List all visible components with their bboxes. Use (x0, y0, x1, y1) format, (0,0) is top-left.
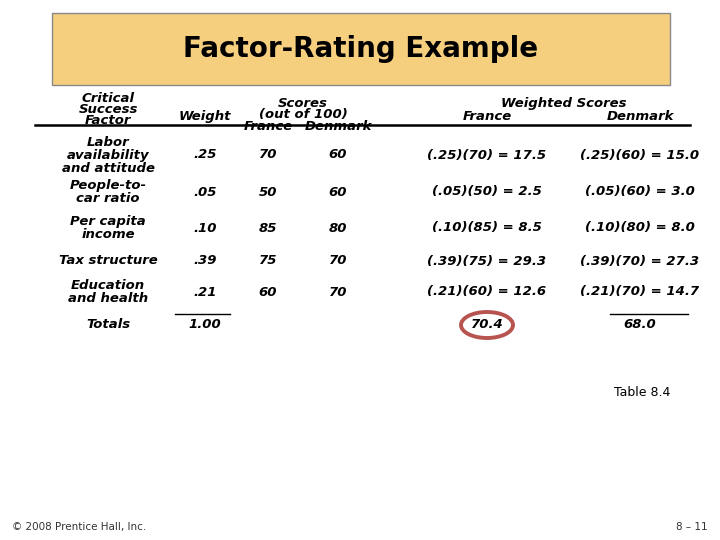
Text: .25: .25 (193, 148, 217, 161)
Text: .21: .21 (193, 286, 217, 299)
Text: (.05)(60) = 3.0: (.05)(60) = 3.0 (585, 186, 695, 199)
Text: Weight: Weight (179, 110, 231, 123)
Text: Scores: Scores (278, 97, 328, 110)
Text: Table 8.4: Table 8.4 (613, 386, 670, 399)
Text: Factor: Factor (85, 114, 131, 127)
Text: 80: 80 (329, 221, 347, 234)
Text: and attitude: and attitude (61, 161, 155, 174)
Text: 60: 60 (329, 148, 347, 161)
Text: © 2008 Prentice Hall, Inc.: © 2008 Prentice Hall, Inc. (12, 522, 146, 532)
Text: 70: 70 (258, 148, 277, 161)
Text: 75: 75 (258, 254, 277, 267)
Text: 50: 50 (258, 186, 277, 199)
Text: (.10)(80) = 8.0: (.10)(80) = 8.0 (585, 221, 695, 234)
Text: (.39)(75) = 29.3: (.39)(75) = 29.3 (428, 254, 546, 267)
Text: (.25)(70) = 17.5: (.25)(70) = 17.5 (428, 148, 546, 161)
Text: 70: 70 (329, 254, 347, 267)
Text: (.21)(60) = 12.6: (.21)(60) = 12.6 (428, 286, 546, 299)
Text: Education: Education (71, 279, 145, 292)
Text: Per capita: Per capita (70, 215, 146, 228)
Text: 60: 60 (329, 186, 347, 199)
Text: income: income (81, 228, 135, 241)
Text: Tax structure: Tax structure (58, 254, 158, 267)
Text: (.39)(70) = 27.3: (.39)(70) = 27.3 (580, 254, 700, 267)
Text: 70.4: 70.4 (471, 319, 503, 332)
Text: (.25)(60) = 15.0: (.25)(60) = 15.0 (580, 148, 700, 161)
Text: Weighted Scores: Weighted Scores (500, 97, 626, 110)
Text: 60: 60 (258, 286, 277, 299)
Text: Totals: Totals (86, 319, 130, 332)
Text: and health: and health (68, 292, 148, 305)
FancyBboxPatch shape (52, 13, 670, 85)
Text: (.05)(50) = 2.5: (.05)(50) = 2.5 (432, 186, 542, 199)
Text: 1.00: 1.00 (189, 319, 221, 332)
Text: People-to-: People-to- (70, 179, 146, 192)
Text: .10: .10 (193, 221, 217, 234)
Text: (out of 100): (out of 100) (258, 108, 347, 121)
Text: car ratio: car ratio (76, 192, 140, 205)
Text: 68.0: 68.0 (624, 319, 657, 332)
Text: Success: Success (78, 103, 138, 116)
Text: 85: 85 (258, 221, 277, 234)
Text: (.10)(85) = 8.5: (.10)(85) = 8.5 (432, 221, 542, 234)
Text: Labor: Labor (86, 136, 130, 148)
Text: Factor-Rating Example: Factor-Rating Example (184, 35, 539, 63)
Text: .39: .39 (193, 254, 217, 267)
Text: Critical: Critical (81, 92, 135, 105)
Text: Denmark: Denmark (606, 110, 674, 123)
Text: France: France (462, 110, 512, 123)
Text: 70: 70 (329, 286, 347, 299)
Text: (.21)(70) = 14.7: (.21)(70) = 14.7 (580, 286, 700, 299)
Text: 8 – 11: 8 – 11 (676, 522, 708, 532)
Text: .05: .05 (193, 186, 217, 199)
Text: availability: availability (67, 148, 149, 161)
Text: Denmark: Denmark (305, 120, 372, 133)
Text: France: France (243, 120, 292, 133)
